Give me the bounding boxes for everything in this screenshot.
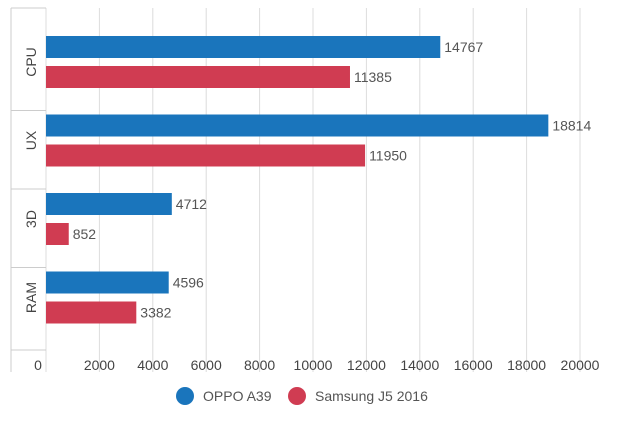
x-tick-4000: 4000: [137, 357, 168, 373]
value-label-ux-samsung-j5-2016: 11950: [369, 148, 407, 164]
bar-ux-oppo-a39: [46, 114, 549, 137]
x-tick-2000: 2000: [84, 357, 115, 373]
x-tick-12000: 12000: [347, 357, 386, 373]
category-label-3d: 3D: [23, 210, 39, 228]
bar-3d-samsung-j5-2016: [46, 223, 69, 245]
category-labels: CPU UX 3D RAM: [23, 47, 39, 313]
value-label-ram-oppo-a39: 4596: [173, 275, 204, 291]
category-label-cpu: CPU: [23, 47, 39, 77]
value-label-cpu-oppo-a39: 14767: [444, 39, 483, 55]
bar-cpu-oppo-a39: [46, 36, 441, 58]
value-label-3d-samsung-j5-2016: 852: [73, 226, 97, 242]
legend-marker-samsung-j5-2016: [288, 387, 306, 405]
axes: [10, 7, 46, 372]
legend-marker-oppo-a39: [176, 387, 194, 405]
x-tick-8000: 8000: [244, 357, 275, 373]
legend-label-samsung-j5-2016: Samsung J5 2016: [315, 388, 428, 404]
x-tick-16000: 16000: [454, 357, 493, 373]
bar-3d-oppo-a39: [46, 193, 172, 215]
x-tick-14000: 14000: [400, 357, 439, 373]
x-tick-10000: 10000: [294, 357, 333, 373]
bars: [46, 36, 549, 324]
value-label-ux-oppo-a39: 18814: [552, 118, 591, 134]
value-label-cpu-samsung-j5-2016: 11385: [354, 69, 392, 85]
bar-cpu-samsung-j5-2016: [46, 66, 350, 88]
bar-ram-oppo-a39: [46, 271, 169, 294]
category-label-ux: UX: [23, 130, 39, 150]
category-label-ram: RAM: [23, 282, 39, 313]
x-tick-6000: 6000: [191, 357, 222, 373]
x-tick-0: 0: [34, 357, 42, 373]
x-tick-labels: 0 2000 4000 6000 8000 10000 12000 14000 16000 180…: [34, 357, 600, 373]
x-tick-20000: 20000: [561, 357, 600, 373]
bar-ram-samsung-j5-2016: [46, 301, 137, 324]
legend: OPPO A39 Samsung J5 2016: [176, 387, 428, 405]
legend-label-oppo-a39: OPPO A39: [203, 388, 272, 404]
value-label-ram-samsung-j5-2016: 3382: [140, 305, 171, 321]
x-tick-18000: 18000: [507, 357, 546, 373]
bar-ux-samsung-j5-2016: [46, 144, 366, 167]
value-label-3d-oppo-a39: 4712: [176, 196, 207, 212]
